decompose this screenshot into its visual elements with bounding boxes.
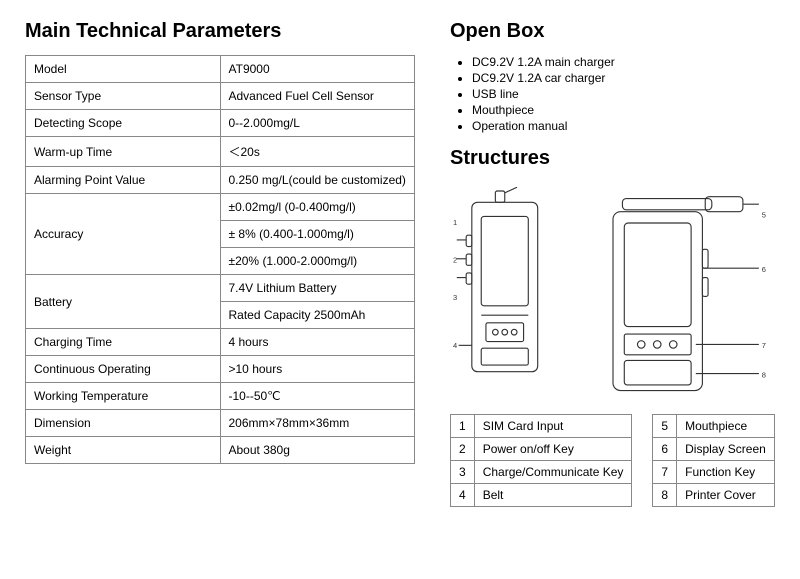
param-value: 206mm×78mm×36mm xyxy=(220,410,415,437)
param-value: Advanced Fuel Cell Sensor xyxy=(220,83,415,110)
param-label: Dimension xyxy=(26,410,221,437)
struct-label: Belt xyxy=(474,484,632,507)
param-value: ＜20s xyxy=(220,137,415,167)
table-row: Sensor TypeAdvanced Fuel Cell Sensor xyxy=(26,83,415,110)
struct-number: 4 xyxy=(451,484,475,507)
table-row: Charging Time4 hours xyxy=(26,329,415,356)
table-row: Warm-up Time＜20s xyxy=(26,137,415,167)
table-row: 8Printer Cover xyxy=(653,484,774,507)
open-box-item: USB line xyxy=(472,87,775,101)
open-box-item: DC9.2V 1.2A car charger xyxy=(472,71,775,85)
struct-number: 3 xyxy=(451,461,475,484)
param-label: Sensor Type xyxy=(26,83,221,110)
param-value: ±20% (1.000-2.000mg/l) xyxy=(220,248,415,275)
struct-label: Mouthpiece xyxy=(677,415,775,438)
param-value: About 380g xyxy=(220,437,415,464)
table-row: Detecting Scope0--2.000mg/L xyxy=(26,110,415,137)
param-value: 0.250 mg/L(could be customized) xyxy=(220,167,415,194)
param-label: Battery xyxy=(26,275,221,329)
param-label: Weight xyxy=(26,437,221,464)
structures-table-left: 1SIM Card Input2Power on/off Key3Charge/… xyxy=(450,414,632,507)
structures-table-right: 5Mouthpiece6Display Screen7Function Key8… xyxy=(652,414,774,507)
svg-text:1: 1 xyxy=(453,218,457,227)
param-value: Rated Capacity 2500mAh xyxy=(220,302,415,329)
svg-text:5: 5 xyxy=(761,210,765,219)
param-value: 4 hours xyxy=(220,329,415,356)
param-value: >10 hours xyxy=(220,356,415,383)
open-box-list: DC9.2V 1.2A main charger DC9.2V 1.2A car … xyxy=(450,55,775,133)
param-value: 7.4V Lithium Battery xyxy=(220,275,415,302)
svg-text:7: 7 xyxy=(761,341,765,350)
open-box-item: DC9.2V 1.2A main charger xyxy=(472,55,775,69)
struct-number: 5 xyxy=(653,415,677,438)
table-row: Accuracy±0.02mg/l (0-0.400mg/l) xyxy=(26,194,415,221)
struct-label: Charge/Communicate Key xyxy=(474,461,632,484)
table-row: Continuous Operating>10 hours xyxy=(26,356,415,383)
param-label: Model xyxy=(26,56,221,83)
table-row: ModelAT9000 xyxy=(26,56,415,83)
tech-params-title: Main Technical Parameters xyxy=(25,20,415,43)
param-value: ±0.02mg/l (0-0.400mg/l) xyxy=(220,194,415,221)
struct-number: 6 xyxy=(653,438,677,461)
param-label: Continuous Operating xyxy=(26,356,221,383)
struct-label: Display Screen xyxy=(677,438,775,461)
open-box-item: Mouthpiece xyxy=(472,103,775,117)
table-row: Dimension206mm×78mm×36mm xyxy=(26,410,415,437)
struct-number: 1 xyxy=(451,415,475,438)
structures-title: Structures xyxy=(450,147,775,170)
tech-params-table: ModelAT9000Sensor TypeAdvanced Fuel Cell… xyxy=(25,55,415,464)
table-row: 1SIM Card Input xyxy=(451,415,632,438)
struct-number: 2 xyxy=(451,438,475,461)
table-row: WeightAbout 380g xyxy=(26,437,415,464)
param-label: Alarming Point Value xyxy=(26,167,221,194)
svg-text:6: 6 xyxy=(761,265,765,274)
table-row: 5Mouthpiece xyxy=(653,415,774,438)
table-row: 6Display Screen xyxy=(653,438,774,461)
param-value: 0--2.000mg/L xyxy=(220,110,415,137)
param-label: Accuracy xyxy=(26,194,221,275)
struct-number: 8 xyxy=(653,484,677,507)
struct-label: SIM Card Input xyxy=(474,415,632,438)
svg-text:2: 2 xyxy=(453,256,457,265)
table-row: Battery7.4V Lithium Battery xyxy=(26,275,415,302)
param-label: Working Temperature xyxy=(26,383,221,410)
table-row: Working Temperature-10--50℃ xyxy=(26,383,415,410)
param-value: ± 8% (0.400-1.000mg/l) xyxy=(220,221,415,248)
struct-label: Function Key xyxy=(677,461,775,484)
param-label: Detecting Scope xyxy=(26,110,221,137)
svg-text:3: 3 xyxy=(453,293,457,302)
struct-number: 7 xyxy=(653,461,677,484)
svg-text:4: 4 xyxy=(453,341,457,350)
open-box-title: Open Box xyxy=(450,20,775,43)
open-box-item: Operation manual xyxy=(472,119,775,133)
table-row: 2Power on/off Key xyxy=(451,438,632,461)
table-row: 7Function Key xyxy=(653,461,774,484)
table-row: 4Belt xyxy=(451,484,632,507)
device-diagram: 1 2 3 4 xyxy=(450,182,775,402)
struct-label: Printer Cover xyxy=(677,484,775,507)
table-row: 3Charge/Communicate Key xyxy=(451,461,632,484)
param-value: AT9000 xyxy=(220,56,415,83)
table-row: Alarming Point Value0.250 mg/L(could be … xyxy=(26,167,415,194)
param-label: Warm-up Time xyxy=(26,137,221,167)
param-value: -10--50℃ xyxy=(220,383,415,410)
struct-label: Power on/off Key xyxy=(474,438,632,461)
svg-text:8: 8 xyxy=(761,370,765,379)
param-label: Charging Time xyxy=(26,329,221,356)
